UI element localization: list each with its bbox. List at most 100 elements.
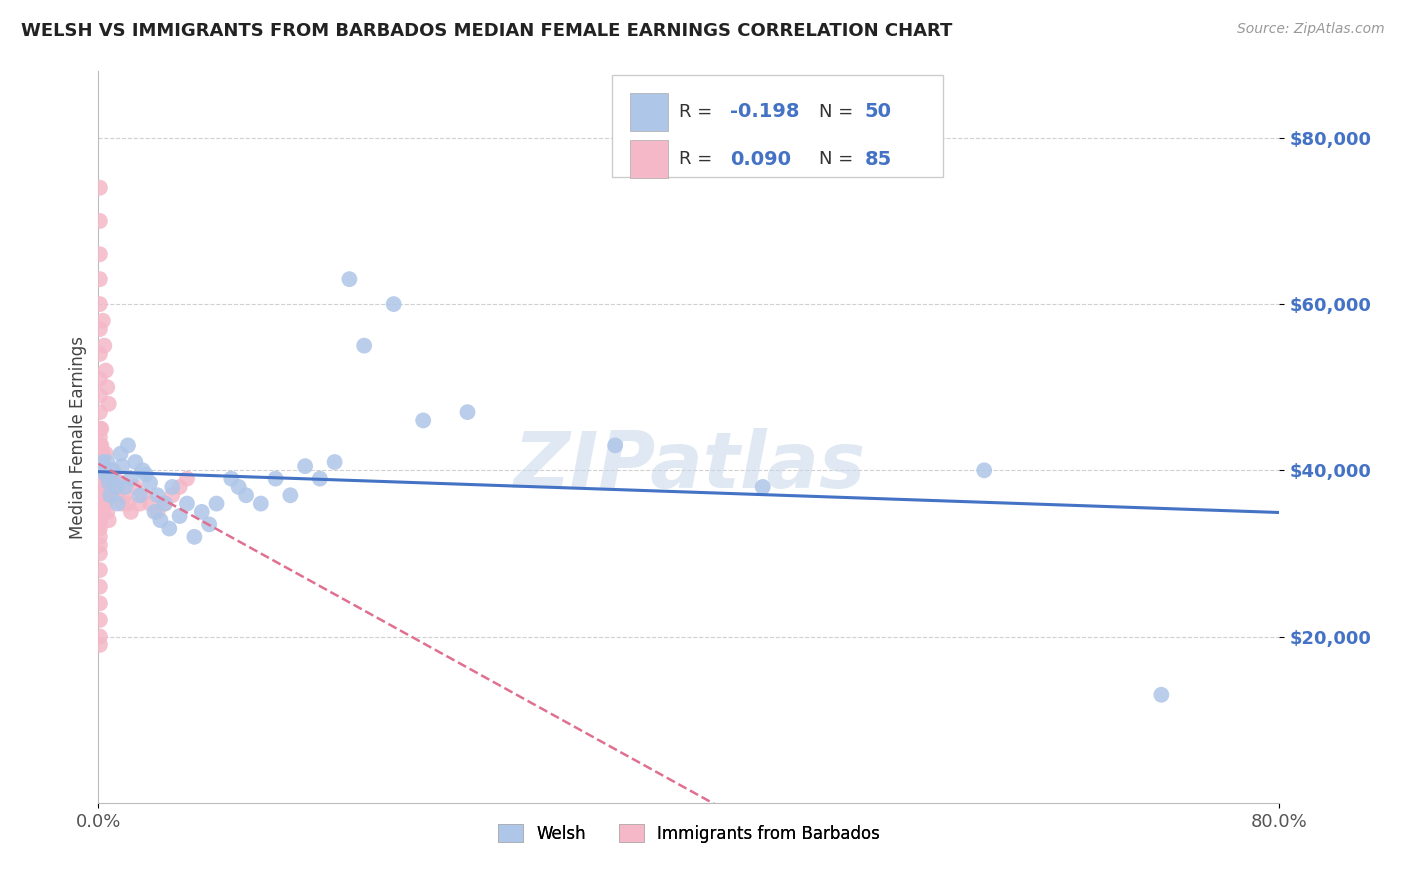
Point <box>91 480 114 494</box>
Point <box>143 505 166 519</box>
Point <box>90 488 112 502</box>
Point <box>111 497 134 511</box>
Text: R =: R = <box>679 103 718 120</box>
Point <box>323 455 346 469</box>
Point <box>89 438 111 452</box>
Point <box>169 480 191 494</box>
Point <box>91 314 114 328</box>
Point <box>111 459 134 474</box>
Point <box>309 472 332 486</box>
Point <box>146 505 169 519</box>
Point <box>89 247 111 261</box>
Point <box>89 447 111 461</box>
Point <box>100 475 122 490</box>
Point <box>94 472 117 486</box>
Point <box>228 480 250 494</box>
Point <box>94 497 117 511</box>
Point <box>89 472 111 486</box>
Point <box>973 463 995 477</box>
Point <box>250 497 273 511</box>
FancyBboxPatch shape <box>630 93 668 130</box>
Point <box>91 497 114 511</box>
Point <box>114 480 136 494</box>
Point <box>89 563 111 577</box>
Point <box>183 530 205 544</box>
Point <box>90 505 112 519</box>
FancyBboxPatch shape <box>612 75 943 178</box>
Point <box>104 472 127 486</box>
Point <box>89 580 111 594</box>
Point <box>89 180 111 194</box>
Point <box>146 488 169 502</box>
Point <box>114 488 136 502</box>
Point <box>89 521 111 535</box>
Point <box>235 488 257 502</box>
Point <box>264 472 287 486</box>
Point <box>117 497 139 511</box>
Point <box>124 455 146 469</box>
Y-axis label: Median Female Earnings: Median Female Earnings <box>69 335 87 539</box>
Point <box>89 372 111 386</box>
Point <box>89 530 111 544</box>
Point <box>752 480 775 494</box>
Point <box>89 430 111 444</box>
Point <box>93 338 115 352</box>
Point <box>457 405 479 419</box>
Point <box>162 488 183 502</box>
Point <box>198 517 221 532</box>
Point <box>89 347 111 361</box>
Point <box>89 500 111 515</box>
Point <box>97 513 120 527</box>
Point <box>105 480 128 494</box>
Point <box>191 505 214 519</box>
Point <box>91 505 114 519</box>
Point <box>132 488 155 502</box>
Point <box>97 475 120 490</box>
Point <box>89 497 111 511</box>
Point <box>139 475 162 490</box>
Text: N =: N = <box>818 103 859 120</box>
Point <box>89 538 111 552</box>
Point <box>176 497 198 511</box>
Text: N =: N = <box>818 150 859 168</box>
Point <box>89 455 111 469</box>
Point <box>93 463 115 477</box>
Point <box>1150 688 1173 702</box>
Point <box>89 613 111 627</box>
Text: 85: 85 <box>865 150 893 169</box>
Point <box>90 455 112 469</box>
Text: 50: 50 <box>865 102 891 121</box>
Point <box>120 472 142 486</box>
Point <box>90 497 112 511</box>
Point <box>89 388 111 402</box>
Point <box>89 484 111 499</box>
Point <box>93 463 115 477</box>
Point <box>117 438 139 452</box>
Point <box>103 472 125 486</box>
Point <box>110 447 132 461</box>
Point <box>205 497 228 511</box>
Point <box>294 459 316 474</box>
Point <box>96 505 118 519</box>
Point <box>103 463 125 477</box>
Point <box>96 463 118 477</box>
Point <box>89 405 111 419</box>
Point <box>176 472 198 486</box>
Text: R =: R = <box>679 150 718 168</box>
Point <box>98 488 121 502</box>
Text: Source: ZipAtlas.com: Source: ZipAtlas.com <box>1237 22 1385 37</box>
Point <box>89 513 111 527</box>
Point <box>94 467 117 482</box>
Point <box>89 546 111 560</box>
Point <box>89 480 111 494</box>
Point <box>89 459 111 474</box>
Point <box>124 480 146 494</box>
Point <box>89 214 111 228</box>
Point <box>412 413 434 427</box>
Point <box>97 472 120 486</box>
Point <box>89 638 111 652</box>
Point <box>128 488 150 502</box>
Point <box>91 447 114 461</box>
Legend: Welsh, Immigrants from Barbados: Welsh, Immigrants from Barbados <box>491 818 887 849</box>
Point <box>382 297 405 311</box>
